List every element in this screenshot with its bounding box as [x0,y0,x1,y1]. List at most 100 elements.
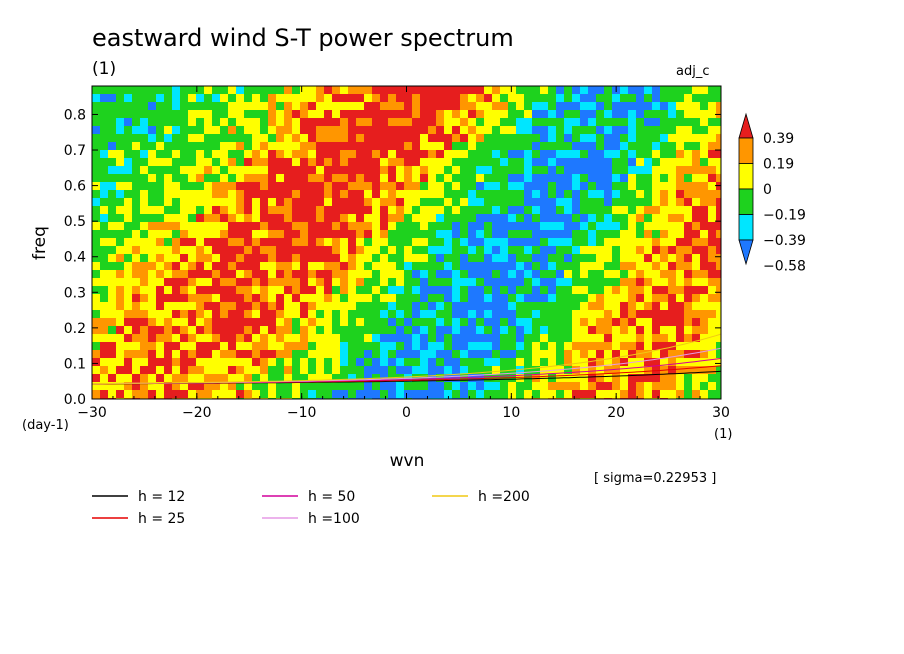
heatmap-cell [180,142,189,151]
heatmap-cell [92,342,101,351]
heatmap-cell [660,390,669,399]
heatmap-cell [348,174,357,183]
heatmap-cell [244,102,253,111]
heatmap-cell [180,206,189,215]
heatmap-cell [588,374,597,383]
heatmap-cell [516,158,525,167]
heatmap-cell [716,94,721,103]
heatmap-cell [228,94,237,103]
heatmap-cell [476,134,485,143]
heatmap-cell [380,358,389,367]
heatmap-cell [636,382,645,391]
heatmap-cell [604,302,613,311]
heatmap-cell [156,302,165,311]
heatmap-cell [164,334,173,343]
heatmap-cell [108,262,117,271]
heatmap-cell [348,134,357,143]
heatmap-cell [324,374,333,383]
heatmap-cell [404,254,413,263]
heatmap-cell [220,318,229,327]
heatmap-cell [364,230,373,239]
heatmap-cell [308,190,317,199]
heatmap-cell [516,118,525,127]
heatmap-cell [308,254,317,263]
heatmap-cell [516,238,525,247]
heatmap-cell [292,342,301,351]
heatmap-cell [388,374,397,383]
heatmap-cell [716,382,721,391]
heatmap-cell [612,270,621,279]
heatmap-cell [276,174,285,183]
heatmap-cell [164,118,173,127]
heatmap-cell [244,382,253,391]
heatmap-cell [220,254,229,263]
heatmap-cell [140,374,149,383]
heatmap-cell [484,334,493,343]
heatmap-cell [132,150,141,159]
heatmap-cell [444,358,453,367]
heatmap-cell [604,214,613,223]
heatmap-cell [676,158,685,167]
heatmap-cell [708,158,717,167]
heatmap-cell [300,342,309,351]
heatmap-cell [172,158,181,167]
heatmap-cell [596,222,605,231]
heatmap-cell [220,190,229,199]
heatmap-cell [692,94,701,103]
heatmap-cell [444,110,453,119]
heatmap-cell [228,198,237,207]
heatmap-cell [364,182,373,191]
heatmap-cell [244,198,253,207]
heatmap-cell [156,214,165,223]
heatmap-cell [116,318,125,327]
heatmap-cell [492,390,501,399]
heatmap-cell [100,110,109,119]
heatmap-cell [436,246,445,255]
heatmap-cell [540,342,549,351]
heatmap-cell [308,310,317,319]
heatmap-cell [308,342,317,351]
heatmap-cell [244,294,253,303]
heatmap-cell [212,342,221,351]
heatmap-cell [332,166,341,175]
heatmap-cell [332,190,341,199]
heatmap-cell [188,134,197,143]
heatmap-cell [132,262,141,271]
heatmap-cell [284,230,293,239]
heatmap-cell [284,190,293,199]
heatmap-cell [324,126,333,135]
heatmap-cell [244,246,253,255]
heatmap-cell [476,190,485,199]
heatmap-cell [116,206,125,215]
heatmap-cell [220,302,229,311]
heatmap-cell [388,206,397,215]
heatmap-cell [172,94,181,103]
heatmap-cell [228,158,237,167]
heatmap-cell [444,334,453,343]
heatmap-cell [276,390,285,399]
heatmap-cell [276,110,285,119]
heatmap-cell [308,126,317,135]
heatmap-cell [404,142,413,151]
heatmap-cell [708,190,717,199]
heatmap-cell [380,350,389,359]
heatmap-cell [572,214,581,223]
heatmap-cell [108,182,117,191]
heatmap-cell [92,166,101,175]
heatmap-cell [532,246,541,255]
heatmap-cell [140,190,149,199]
heatmap-cell [100,342,109,351]
heatmap-cell [620,374,629,383]
heatmap-cell [92,294,101,303]
heatmap-cell [476,390,485,399]
heatmap-cell [716,390,721,399]
heatmap-cell [644,326,653,335]
heatmap-cell [476,366,485,375]
heatmap-cell [436,166,445,175]
heatmap-cell [156,182,165,191]
heatmap-cell [676,302,685,311]
heatmap-cell [700,94,709,103]
heatmap-cell [420,134,429,143]
heatmap-cell [476,318,485,327]
heatmap-cell [604,182,613,191]
